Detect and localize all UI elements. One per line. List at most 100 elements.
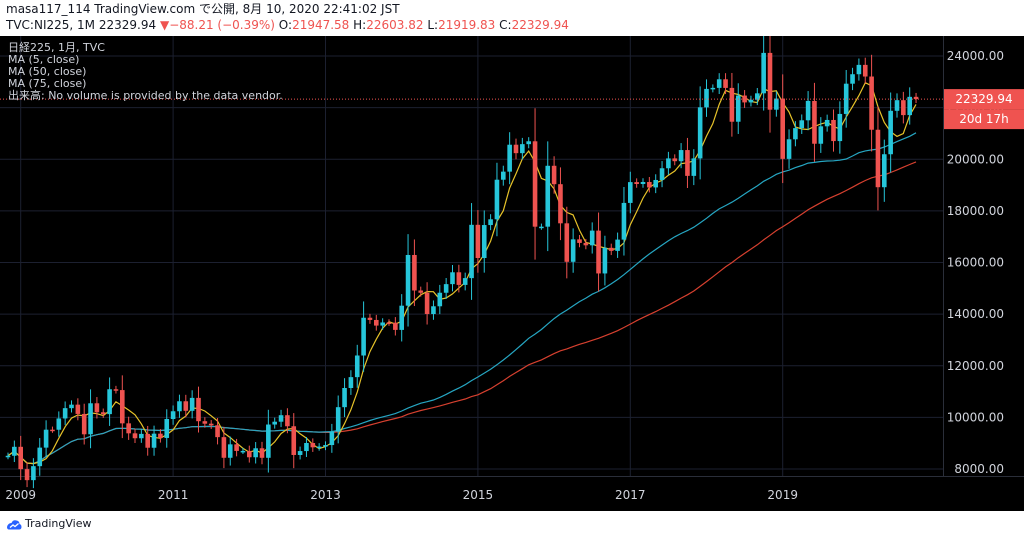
candle (691, 158, 697, 176)
candle (113, 389, 119, 391)
low-value: 21919.83 (438, 18, 496, 32)
candle (316, 446, 322, 449)
candle (24, 469, 30, 481)
candle (183, 401, 189, 411)
candle (748, 99, 754, 103)
snapshot-caption: masa117_114 TradingView.com で公開, 8月 10, … (6, 1, 400, 17)
symbol-quote-line: TVC:NI225, 1M 22329.94 ▼−88.21 (−0.39%) … (6, 17, 569, 33)
candle (177, 401, 182, 412)
candle (545, 165, 551, 227)
candle (342, 388, 347, 408)
candle (5, 455, 11, 458)
candle (100, 412, 106, 415)
candle (50, 429, 55, 432)
candle (189, 397, 195, 411)
price-tick-label: 8000.00 (954, 462, 1004, 476)
candle (628, 182, 633, 203)
author: masa117_114 (6, 2, 91, 16)
candle (221, 437, 227, 458)
candle (729, 87, 735, 122)
candle (304, 443, 309, 452)
platform: TradingView.com (94, 2, 196, 16)
candle (774, 98, 779, 110)
candle (602, 247, 608, 274)
symbol: TVC:NI225, (6, 18, 74, 32)
candle (488, 219, 493, 226)
change: −88.21 (−0.39%) (169, 18, 275, 32)
candle (456, 272, 462, 285)
time-tick-label: 2017 (615, 488, 646, 502)
chart-svg[interactable]: 8000.00 10000.00 12000.00 14000.00 16000.00 1… (0, 29, 1024, 511)
candle (520, 144, 525, 154)
time-tick-label: 2019 (767, 488, 798, 502)
candle (234, 444, 239, 451)
candle (716, 79, 722, 88)
candle (583, 242, 589, 246)
candle (443, 284, 449, 293)
candle (227, 444, 233, 458)
publish-label: で公開, (198, 2, 239, 16)
price-tick-label: 14000.00 (947, 307, 1004, 321)
chart-title: 日経225, 1月, TVC (8, 41, 105, 54)
candle (335, 407, 341, 432)
open-value: 21947.58 (292, 18, 350, 32)
candle (704, 88, 709, 108)
candle (539, 226, 544, 229)
candle (120, 390, 125, 424)
legend-item: MA (5, close) (8, 53, 79, 66)
price-tick-label: 10000.00 (947, 410, 1004, 424)
legend-item: 出来高: No volume is provided by the data v… (8, 88, 283, 102)
candle (666, 158, 671, 169)
price-tick-label: 20000.00 (947, 152, 1004, 166)
candle (437, 292, 443, 307)
candle (75, 404, 81, 414)
candle (278, 415, 284, 422)
candle (513, 144, 519, 154)
candle (94, 403, 100, 413)
candle (494, 179, 500, 220)
chart-area[interactable]: 8000.00 10000.00 12000.00 14000.00 16000.00 1… (0, 29, 1024, 511)
candle (621, 202, 627, 240)
low-label: L: (427, 18, 439, 32)
candle (831, 119, 836, 142)
candle (62, 408, 68, 419)
candle (107, 389, 112, 415)
candle (824, 119, 830, 127)
ma5-line (7, 81, 917, 465)
candle (266, 424, 271, 458)
candle (608, 247, 614, 251)
candle (888, 110, 893, 155)
change-arrow-icon: ▼ (159, 18, 170, 32)
candle (431, 306, 436, 314)
candle (755, 93, 760, 100)
last-price-label: 22329.94 (955, 92, 1012, 106)
candle (907, 96, 912, 116)
candle (856, 64, 862, 75)
candle (132, 433, 138, 439)
high-value: 22603.82 (366, 18, 424, 32)
close-label: C: (499, 18, 512, 32)
candle (69, 404, 74, 409)
candle (475, 224, 481, 259)
candle (247, 450, 252, 458)
candle (532, 141, 538, 227)
candle (526, 141, 531, 145)
candle (151, 433, 157, 448)
candle (767, 52, 773, 110)
candle (170, 411, 176, 420)
candle (564, 223, 570, 262)
candle (202, 421, 208, 424)
price-tags: 22329.94 20d 17h (944, 89, 1024, 130)
candle (615, 239, 620, 251)
candle (450, 272, 455, 285)
candle (405, 254, 411, 306)
candle (869, 76, 874, 130)
candle (558, 184, 563, 224)
candle (158, 433, 163, 438)
candle (913, 96, 919, 100)
legend-item: MA (75, close) (8, 77, 86, 90)
candle (653, 179, 658, 188)
candle (88, 403, 93, 435)
